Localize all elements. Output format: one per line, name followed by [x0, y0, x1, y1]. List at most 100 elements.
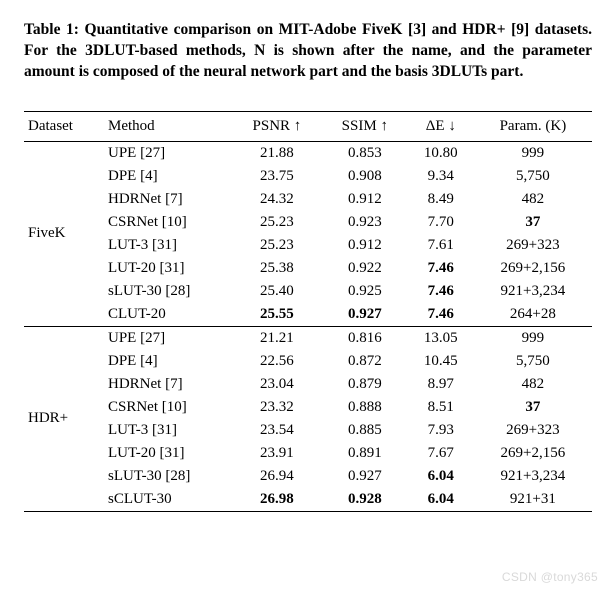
- de-cell: 9.34: [408, 165, 474, 188]
- de-cell: 7.46: [408, 280, 474, 303]
- table-row: CSRNet [10]23.320.8888.5137: [24, 396, 592, 419]
- de-cell: 7.46: [408, 257, 474, 280]
- param-cell: 269+2,156: [474, 257, 592, 280]
- ssim-cell: 0.927: [322, 303, 408, 327]
- ssim-cell: 0.923: [322, 211, 408, 234]
- param-cell: 37: [474, 396, 592, 419]
- psnr-cell: 23.75: [232, 165, 322, 188]
- method-cell: DPE [4]: [104, 350, 232, 373]
- psnr-cell: 21.88: [232, 141, 322, 165]
- psnr-cell: 25.55: [232, 303, 322, 327]
- method-cell: LUT-3 [31]: [104, 419, 232, 442]
- param-cell: 921+31: [474, 488, 592, 512]
- method-cell: CLUT-20: [104, 303, 232, 327]
- method-cell: sLUT-30 [28]: [104, 465, 232, 488]
- method-cell: UPE [27]: [104, 141, 232, 165]
- ssim-cell: 0.925: [322, 280, 408, 303]
- de-cell: 8.49: [408, 188, 474, 211]
- table-row: CSRNet [10]25.230.9237.7037: [24, 211, 592, 234]
- ssim-cell: 0.816: [322, 326, 408, 350]
- header-param: Param. (K): [474, 111, 592, 141]
- table-row: CLUT-2025.550.9277.46264+28: [24, 303, 592, 327]
- de-cell: 13.05: [408, 326, 474, 350]
- param-cell: 264+28: [474, 303, 592, 327]
- table-row: sLUT-30 [28]25.400.9257.46921+3,234: [24, 280, 592, 303]
- ssim-cell: 0.879: [322, 373, 408, 396]
- method-cell: HDRNet [7]: [104, 188, 232, 211]
- param-cell: 5,750: [474, 165, 592, 188]
- method-cell: sLUT-30 [28]: [104, 280, 232, 303]
- dataset-cell: HDR+: [24, 326, 104, 511]
- method-cell: LUT-3 [31]: [104, 234, 232, 257]
- method-cell: HDRNet [7]: [104, 373, 232, 396]
- header-de: ΔE ↓: [408, 111, 474, 141]
- method-cell: UPE [27]: [104, 326, 232, 350]
- results-table: Dataset Method PSNR ↑ SSIM ↑ ΔE ↓ Param.…: [24, 111, 592, 512]
- param-cell: 921+3,234: [474, 280, 592, 303]
- de-cell: 6.04: [408, 465, 474, 488]
- header-ssim: SSIM ↑: [322, 111, 408, 141]
- de-cell: 7.70: [408, 211, 474, 234]
- dataset-cell: FiveK: [24, 141, 104, 326]
- de-cell: 6.04: [408, 488, 474, 512]
- psnr-cell: 21.21: [232, 326, 322, 350]
- psnr-cell: 25.23: [232, 234, 322, 257]
- param-cell: 5,750: [474, 350, 592, 373]
- table-row: LUT-20 [31]25.380.9227.46269+2,156: [24, 257, 592, 280]
- table-row: DPE [4]23.750.9089.345,750: [24, 165, 592, 188]
- de-cell: 10.80: [408, 141, 474, 165]
- header-row: Dataset Method PSNR ↑ SSIM ↑ ΔE ↓ Param.…: [24, 111, 592, 141]
- de-cell: 7.46: [408, 303, 474, 327]
- header-method: Method: [104, 111, 232, 141]
- table-row: sCLUT-3026.980.9286.04921+31: [24, 488, 592, 512]
- method-cell: sCLUT-30: [104, 488, 232, 512]
- ssim-cell: 0.885: [322, 419, 408, 442]
- ssim-cell: 0.928: [322, 488, 408, 512]
- psnr-cell: 25.40: [232, 280, 322, 303]
- param-cell: 482: [474, 188, 592, 211]
- method-cell: LUT-20 [31]: [104, 442, 232, 465]
- ssim-cell: 0.927: [322, 465, 408, 488]
- param-cell: 999: [474, 141, 592, 165]
- ssim-cell: 0.908: [322, 165, 408, 188]
- param-cell: 482: [474, 373, 592, 396]
- table-row: LUT-20 [31]23.910.8917.67269+2,156: [24, 442, 592, 465]
- psnr-cell: 26.94: [232, 465, 322, 488]
- psnr-cell: 23.32: [232, 396, 322, 419]
- psnr-cell: 23.04: [232, 373, 322, 396]
- psnr-cell: 24.32: [232, 188, 322, 211]
- ssim-cell: 0.891: [322, 442, 408, 465]
- param-cell: 269+2,156: [474, 442, 592, 465]
- table-row: HDRNet [7]23.040.8798.97482: [24, 373, 592, 396]
- table-row: LUT-3 [31]25.230.9127.61269+323: [24, 234, 592, 257]
- method-cell: LUT-20 [31]: [104, 257, 232, 280]
- de-cell: 8.51: [408, 396, 474, 419]
- param-cell: 37: [474, 211, 592, 234]
- psnr-cell: 26.98: [232, 488, 322, 512]
- ssim-cell: 0.912: [322, 188, 408, 211]
- param-cell: 999: [474, 326, 592, 350]
- param-cell: 921+3,234: [474, 465, 592, 488]
- table-caption: Table 1: Quantitative comparison on MIT-…: [24, 20, 592, 83]
- psnr-cell: 23.54: [232, 419, 322, 442]
- watermark-text: CSDN @tony365: [502, 570, 598, 584]
- table-row: HDRNet [7]24.320.9128.49482: [24, 188, 592, 211]
- method-cell: DPE [4]: [104, 165, 232, 188]
- header-dataset: Dataset: [24, 111, 104, 141]
- param-cell: 269+323: [474, 234, 592, 257]
- table-row: HDR+UPE [27]21.210.81613.05999: [24, 326, 592, 350]
- psnr-cell: 25.23: [232, 211, 322, 234]
- psnr-cell: 23.91: [232, 442, 322, 465]
- method-cell: CSRNet [10]: [104, 396, 232, 419]
- de-cell: 7.93: [408, 419, 474, 442]
- ssim-cell: 0.853: [322, 141, 408, 165]
- de-cell: 7.67: [408, 442, 474, 465]
- table-row: LUT-3 [31]23.540.8857.93269+323: [24, 419, 592, 442]
- ssim-cell: 0.888: [322, 396, 408, 419]
- ssim-cell: 0.912: [322, 234, 408, 257]
- de-cell: 7.61: [408, 234, 474, 257]
- de-cell: 10.45: [408, 350, 474, 373]
- psnr-cell: 22.56: [232, 350, 322, 373]
- method-cell: CSRNet [10]: [104, 211, 232, 234]
- de-cell: 8.97: [408, 373, 474, 396]
